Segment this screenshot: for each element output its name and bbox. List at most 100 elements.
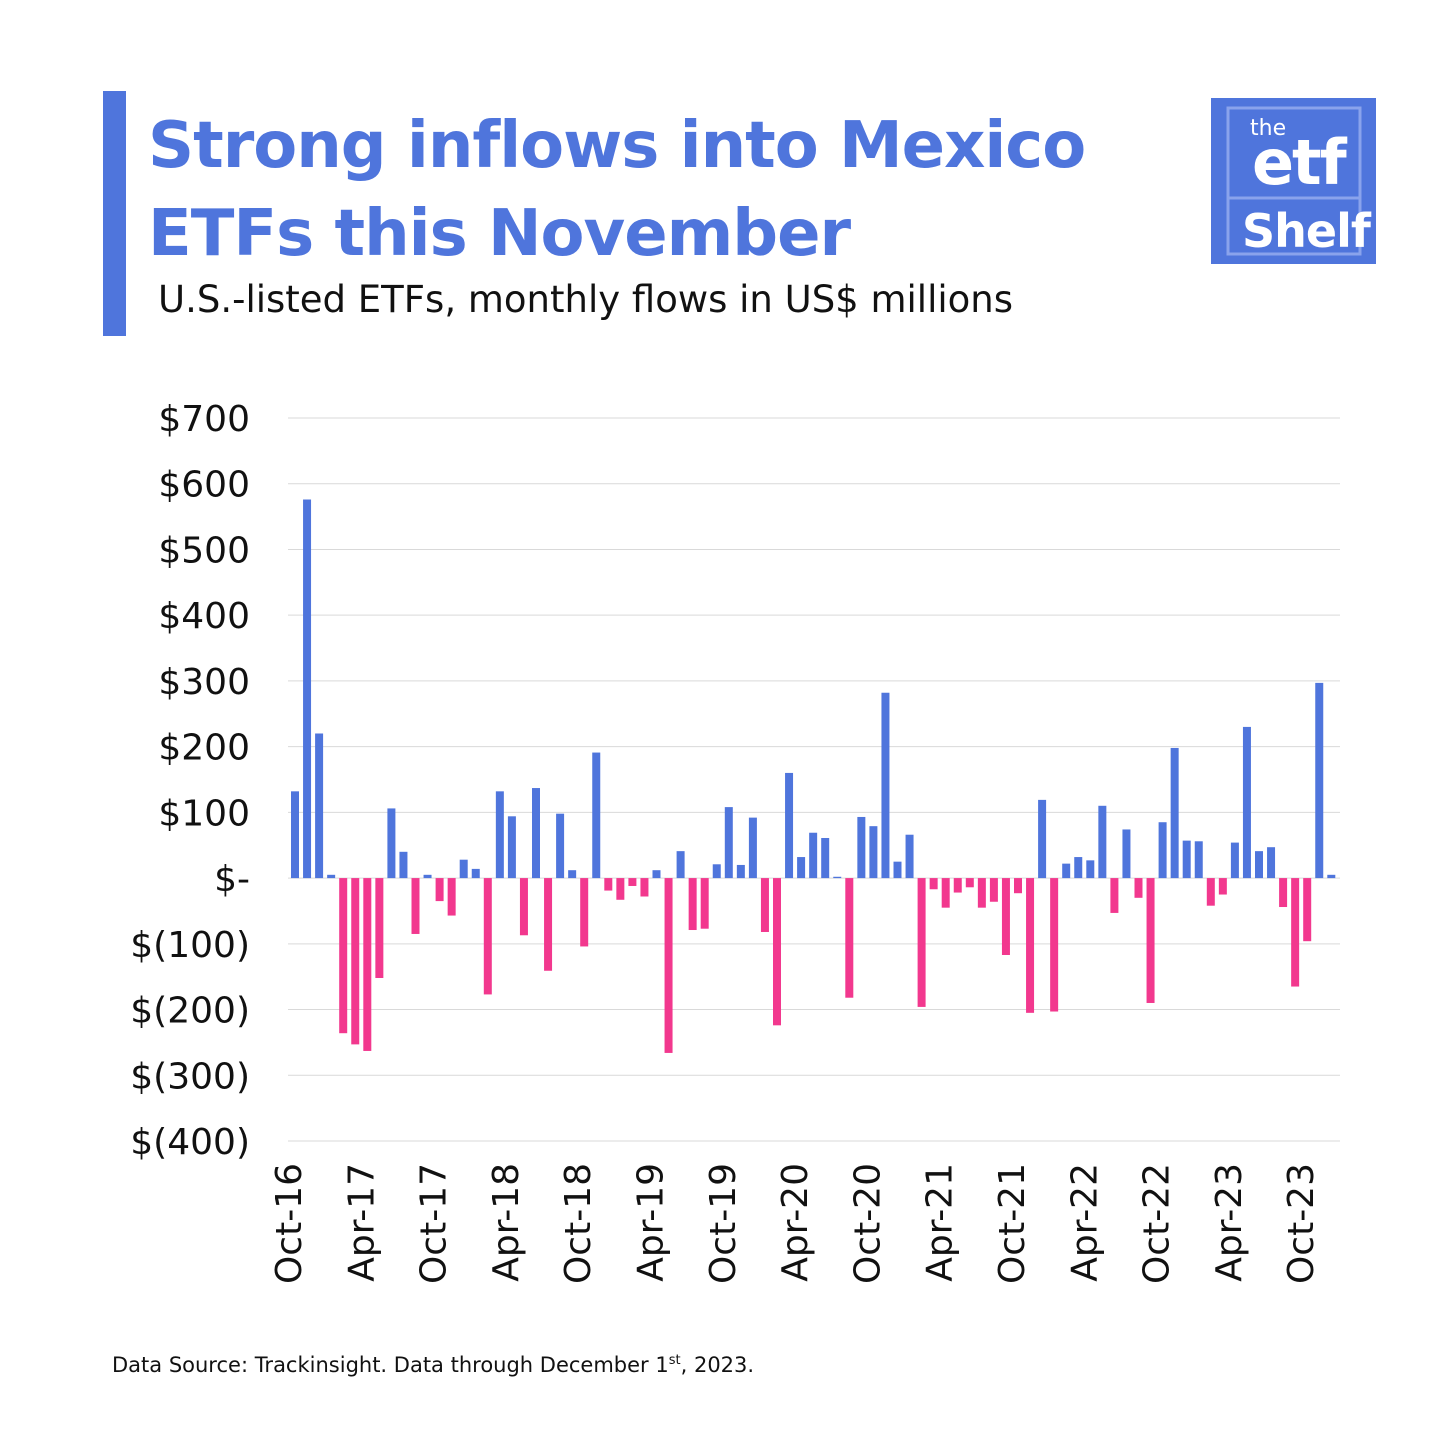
- bar: [519, 878, 528, 936]
- bar: [507, 816, 516, 879]
- y-tick-label: $200: [158, 728, 250, 769]
- footer-prefix: Data Source: Trackinsight. Data through …: [112, 1353, 669, 1377]
- bar: [1206, 878, 1215, 906]
- bar: [363, 878, 372, 1051]
- bar: [1230, 842, 1239, 879]
- bar: [736, 864, 745, 879]
- bar: [1050, 878, 1059, 1012]
- x-tick-label: Apr-18: [486, 1163, 527, 1282]
- bar: [1315, 682, 1324, 879]
- y-tick-label: $(400): [130, 1122, 250, 1163]
- bar: [989, 878, 998, 902]
- bar: [1267, 847, 1276, 879]
- bar: [387, 808, 396, 879]
- bar: [1038, 799, 1047, 879]
- x-tick-label: Oct-19: [703, 1163, 744, 1284]
- bar: [845, 878, 854, 998]
- bar: [604, 878, 613, 891]
- bar: [1134, 878, 1143, 898]
- bar: [1303, 878, 1312, 942]
- data-source-note: Data Source: Trackinsight. Data through …: [112, 1353, 754, 1377]
- y-tick-label: $400: [158, 596, 250, 637]
- logo-text-shelf: Shelf: [1242, 204, 1371, 258]
- bar: [1170, 747, 1179, 879]
- bar: [351, 878, 360, 1045]
- chart-subtitle: U.S.-listed ETFs, monthly flows in US$ m…: [158, 278, 1014, 321]
- bar: [628, 878, 637, 886]
- gridlines: [288, 417, 1340, 1142]
- bar: [411, 878, 420, 934]
- bar: [700, 878, 709, 929]
- y-tick-label: $100: [158, 793, 250, 834]
- bar: [1242, 726, 1251, 879]
- x-tick-label: Oct-17: [414, 1163, 455, 1284]
- x-tick-label: Apr-20: [775, 1163, 816, 1282]
- bar: [435, 878, 444, 902]
- bar: [592, 752, 601, 879]
- bar: [977, 878, 986, 908]
- bar: [869, 826, 878, 879]
- bar: [399, 851, 408, 879]
- title-accent-bar: [103, 91, 126, 336]
- bar: [447, 878, 456, 916]
- bar: [1327, 874, 1336, 879]
- x-tick-label: Oct-22: [1137, 1163, 1178, 1284]
- x-tick-label: Apr-21: [920, 1163, 961, 1282]
- x-tick-label: Apr-23: [1209, 1163, 1250, 1282]
- x-tick-label: Apr-17: [341, 1163, 382, 1282]
- bar: [833, 876, 842, 879]
- y-tick-label: $300: [158, 662, 250, 703]
- y-tick-label: $600: [158, 465, 250, 506]
- bar: [712, 864, 721, 879]
- bar: [688, 878, 697, 931]
- bars: [291, 499, 1336, 1053]
- bar: [905, 834, 914, 879]
- y-tick-label: $(100): [130, 925, 250, 966]
- bar: [1279, 878, 1288, 908]
- bar: [797, 857, 806, 879]
- etf-shelf-logo: the etf Shelf: [1211, 98, 1376, 264]
- bar: [821, 837, 830, 879]
- bar: [1182, 840, 1191, 879]
- bar: [423, 874, 432, 879]
- bar: [1218, 878, 1227, 895]
- y-tick-label: $500: [158, 530, 250, 571]
- bar: [857, 816, 866, 879]
- bar: [1110, 878, 1119, 913]
- bar: [953, 878, 962, 893]
- bar: [568, 870, 577, 879]
- bar: [291, 791, 299, 879]
- footer-superscript: st: [668, 1353, 681, 1368]
- bar: [809, 832, 818, 879]
- y-tick-label: $(300): [130, 1056, 250, 1097]
- bar: [532, 788, 540, 879]
- bar: [748, 817, 757, 879]
- bar: [1255, 851, 1263, 879]
- x-tick-label: Oct-18: [558, 1163, 599, 1284]
- bar: [1062, 863, 1071, 879]
- x-axis-tick-labels: Oct-16 Apr-17 Oct-17 Apr-18 Oct-18 Apr-19 Oct-…: [269, 1163, 1322, 1284]
- bar: [1158, 822, 1167, 879]
- bar: [616, 878, 625, 900]
- bar: [1014, 878, 1022, 894]
- bar: [1122, 829, 1131, 879]
- chart-title: Strong inflows into Mexico ETFs this Nov…: [148, 109, 1086, 271]
- bar: [965, 878, 974, 888]
- monthly-flows-bar-chart: $700 $600 $500 $400 $300 $200 $100 $- $(100) $(20…: [130, 399, 1340, 1284]
- bar: [893, 861, 902, 879]
- footer-suffix: , 2023.: [680, 1353, 755, 1377]
- bar: [1074, 857, 1083, 879]
- logo-outline-icon: [1226, 106, 1362, 256]
- bar: [941, 878, 950, 908]
- bar: [544, 878, 553, 971]
- bar: [773, 878, 781, 1026]
- x-tick-label: Oct-23: [1281, 1163, 1322, 1284]
- x-tick-label: Oct-16: [269, 1163, 310, 1284]
- x-tick-label: Oct-20: [847, 1163, 888, 1284]
- bar: [375, 878, 384, 978]
- bar: [724, 807, 733, 879]
- bar: [327, 874, 336, 879]
- y-tick-label: $-: [214, 859, 250, 900]
- bar: [556, 813, 565, 879]
- y-tick-label: $700: [158, 399, 250, 440]
